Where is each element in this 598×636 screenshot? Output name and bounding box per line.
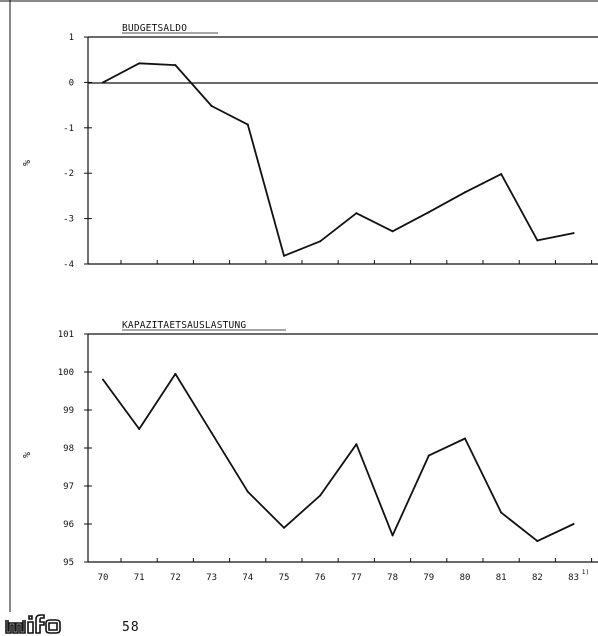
kapazitaet-ytick-label: 97 <box>63 482 74 492</box>
kapazitaet-xtick-label: 75 <box>279 573 290 583</box>
budgetsaldo-point <box>427 211 430 214</box>
kapazitaet-series-line <box>102 373 574 542</box>
kapazitaet-ytick-label: 96 <box>63 520 74 530</box>
budgetsaldo-point <box>210 105 213 108</box>
kapazitaet-xtick-label: 73 <box>206 573 217 583</box>
kapazitaet-ytick-label: 99 <box>63 406 74 416</box>
budgetsaldo-ytick-label: 0 <box>69 78 74 88</box>
kapazitaet-xtick-label: 74 <box>242 573 253 583</box>
kapazitaet-yticks: 101 100 99 98 97 96 95 <box>58 330 92 568</box>
kapazitaet-xtick-label: 76 <box>315 573 326 583</box>
budgetsaldo-series-line <box>102 62 574 257</box>
kapazitaet-point <box>500 511 503 514</box>
budgetsaldo-title: BUDGETSALDO <box>122 23 187 34</box>
kapazitaet-point <box>355 443 358 446</box>
budgetsaldo-point <box>283 254 285 257</box>
kapazitaet-xtick-label: 77 <box>351 573 362 583</box>
kapazitaet-xtick-footnote: 1) <box>582 568 590 576</box>
kapazitaet-ytick-label: 98 <box>63 444 74 454</box>
kapazitaet-xtick-label: 79 <box>423 573 434 583</box>
kapazitaet-point <box>572 523 575 525</box>
budgetsaldo-point <box>464 191 466 194</box>
kapazitaet-point <box>174 372 177 375</box>
kapazitaet-point <box>536 540 539 543</box>
budgetsaldo-point <box>246 123 249 126</box>
budgetsaldo-point <box>391 230 394 233</box>
kapazitaet-xtick-label: 70 <box>98 573 109 583</box>
budgetsaldo-ytick-label: -3 <box>63 215 74 225</box>
kapazitaet-point <box>210 431 213 434</box>
kapazitaet-ytick-label: 95 <box>63 558 74 568</box>
kapazitaet-point <box>391 534 394 537</box>
kapazitaetsauslastung-panel: KAPAZITAETSAUSLASTUNG % 101 100 99 98 97 96 95… <box>22 320 598 583</box>
budgetsaldo-ytick-label: -2 <box>63 169 74 179</box>
kapazitaet-xtick-label: 71 <box>134 573 145 583</box>
kapazitaet-title: KAPAZITAETSAUSLASTUNG <box>122 320 246 331</box>
wifo-logo <box>5 614 61 634</box>
budgetsaldo-point <box>500 173 503 176</box>
budgetsaldo-yticks: 1 0 -1 -2 -3 -4 <box>63 33 92 270</box>
kapazitaet-ylabel: % <box>22 452 33 458</box>
budgetsaldo-point <box>138 62 141 65</box>
kapazitaet-xtick-label: 83 <box>568 573 579 583</box>
kapazitaet-point <box>464 437 466 440</box>
budgetsaldo-ytick-label: 1 <box>69 33 74 43</box>
kapazitaet-points <box>102 372 575 543</box>
budgetsaldo-point <box>572 232 575 235</box>
budgetsaldo-xticks <box>120 260 593 264</box>
kapazitaet-ytick-label: 101 <box>58 330 74 340</box>
kapazitaet-point <box>138 428 141 430</box>
kapazitaet-point <box>319 494 322 497</box>
kapazitaet-point <box>427 454 430 457</box>
kapazitaet-point <box>283 526 285 529</box>
budgetsaldo-points <box>102 62 575 257</box>
kapazitaet-xtick-label: 82 <box>532 573 543 583</box>
kapazitaet-xtick-label: 81 <box>496 573 507 583</box>
budgetsaldo-point <box>536 239 539 242</box>
budgetsaldo-panel: BUDGETSALDO % 1 0 -1 -2 -3 -4 <box>22 23 598 270</box>
kapazitaet-xtick-label: 80 <box>460 573 471 583</box>
kapazitaet-xtick-label: 72 <box>170 573 181 583</box>
budgetsaldo-point <box>102 81 104 84</box>
budgetsaldo-point <box>355 212 358 215</box>
budgetsaldo-point <box>174 64 177 67</box>
budgetsaldo-ylabel: % <box>22 160 33 166</box>
kapazitaet-ytick-label: 100 <box>58 368 74 378</box>
kapazitaet-point <box>246 490 249 493</box>
kapazitaet-xticks: 70 71 72 73 74 75 76 77 78 79 80 81 82 831) <box>98 558 593 583</box>
budgetsaldo-ytick-label: -4 <box>63 260 74 270</box>
kapazitaet-point <box>102 378 104 381</box>
budgetsaldo-point <box>319 240 322 243</box>
budgetsaldo-ytick-label: -1 <box>63 124 74 134</box>
kapazitaet-xtick-label: 78 <box>387 573 398 583</box>
page-number: 58 <box>122 620 140 635</box>
